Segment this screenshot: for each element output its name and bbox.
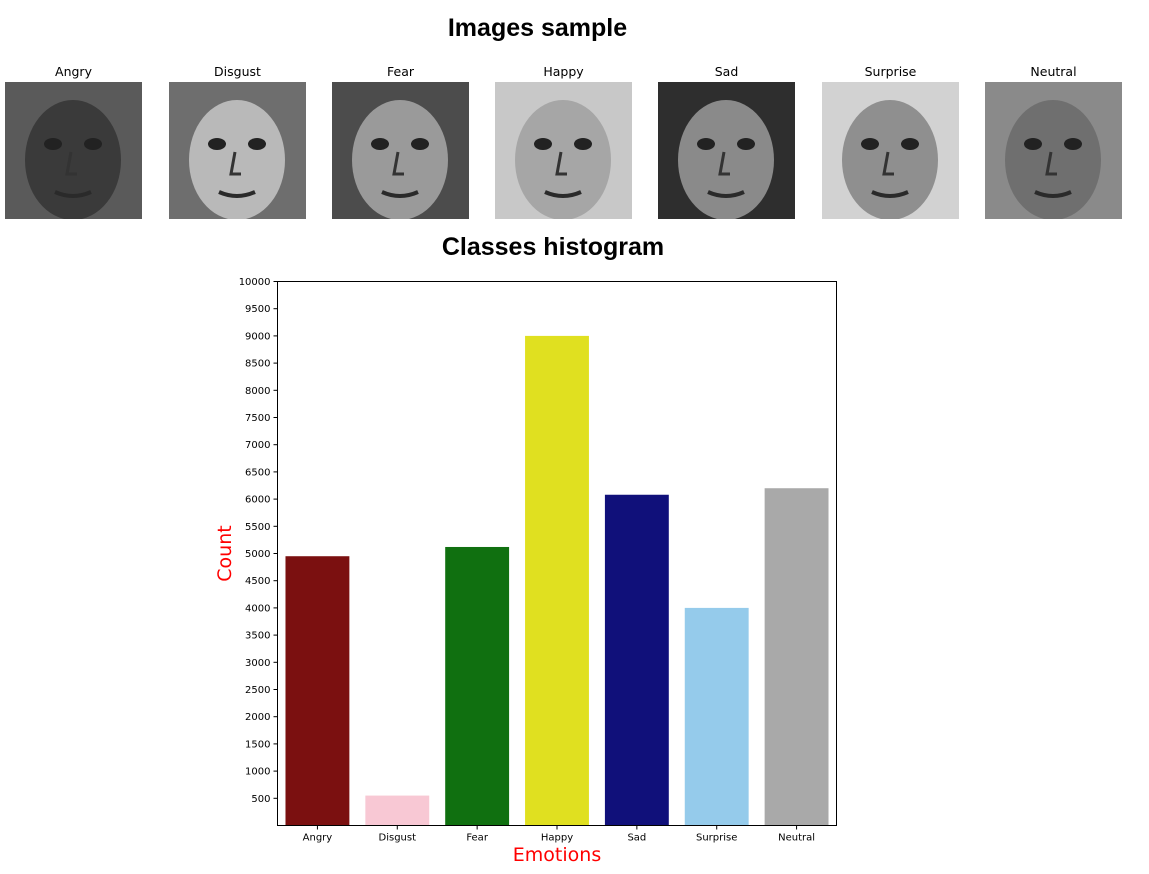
sample-angry: Angry	[5, 62, 142, 219]
images-sample-title: Images sample	[447, 14, 628, 42]
bar-fear	[445, 546, 510, 826]
y-axis-label: Count	[214, 525, 236, 581]
y-tick-label: 2500	[245, 685, 270, 696]
y-tick-label: 1000	[245, 767, 270, 778]
x-tick-label: Surprise	[696, 833, 737, 844]
bar-sad	[604, 494, 669, 826]
y-tick-label: 1500	[245, 739, 270, 750]
x-tick-label: Angry	[303, 833, 333, 844]
face-image	[985, 82, 1122, 219]
bar-neutral	[764, 488, 829, 826]
y-tick-label: 3000	[245, 658, 270, 669]
face-image	[658, 82, 795, 219]
sample-label: Surprise	[864, 64, 917, 79]
x-axis-label: Emotions	[513, 844, 601, 866]
y-tick-label: 8000	[245, 386, 270, 397]
sample-label: Happy	[543, 64, 584, 79]
y-tick-label: 5500	[245, 522, 270, 533]
x-tick-label: Sad	[627, 833, 646, 844]
histogram-title: Classes histogram	[441, 233, 665, 261]
bar-surprise	[684, 607, 749, 826]
sample-label: Neutral	[1030, 64, 1077, 79]
y-tick-label: 3500	[245, 631, 270, 642]
y-tick-label: 4000	[245, 603, 270, 614]
x-tick-label: Neutral	[778, 833, 815, 844]
y-tick-label: 8500	[245, 359, 270, 370]
sample-disgust: Disgust	[169, 62, 306, 219]
bar-disgust	[365, 795, 430, 826]
y-tick-label: 9500	[245, 304, 270, 315]
y-tick-label: 10000	[239, 277, 271, 288]
x-axis-ticks: Angry Disgust Fear Happy Sad Surprise Neutral	[303, 825, 815, 844]
sample-fear: Fear	[332, 62, 469, 219]
bar-happy	[525, 335, 589, 826]
sample-label: Sad	[714, 64, 739, 79]
sample-sad: Sad	[658, 62, 795, 219]
face-image	[822, 82, 959, 219]
x-tick-label: Disgust	[379, 833, 417, 844]
y-tick-label: 7500	[245, 413, 270, 424]
x-tick-label: Happy	[541, 833, 573, 844]
sample-label: Disgust	[214, 64, 261, 79]
face-image	[169, 82, 306, 219]
y-tick-label: 4500	[245, 576, 270, 587]
y-tick-label: 6000	[245, 495, 270, 506]
face-image	[495, 82, 632, 219]
y-tick-label: 9000	[245, 331, 270, 342]
sample-label: Angry	[55, 64, 92, 79]
y-tick-label: 6500	[245, 467, 270, 478]
sample-happy: Happy	[495, 62, 632, 219]
y-tick-label: 2000	[245, 712, 270, 723]
y-axis-ticks: 500 1000 1500 2000 2500 3000 3500 4000 4500 5000 5…	[239, 277, 278, 805]
face-image	[5, 82, 142, 219]
sample-surprise: Surprise	[822, 62, 959, 219]
sample-neutral: Neutral	[985, 62, 1122, 219]
plot-frame	[277, 281, 837, 826]
x-tick-label: Fear	[466, 833, 488, 844]
y-tick-label: 7000	[245, 440, 270, 451]
y-tick-label: 5000	[245, 549, 270, 560]
bars-group	[285, 335, 829, 826]
y-tick-label: 500	[251, 794, 270, 805]
sample-label: Fear	[387, 64, 414, 79]
bar-angry	[285, 556, 350, 826]
face-image	[332, 82, 469, 219]
